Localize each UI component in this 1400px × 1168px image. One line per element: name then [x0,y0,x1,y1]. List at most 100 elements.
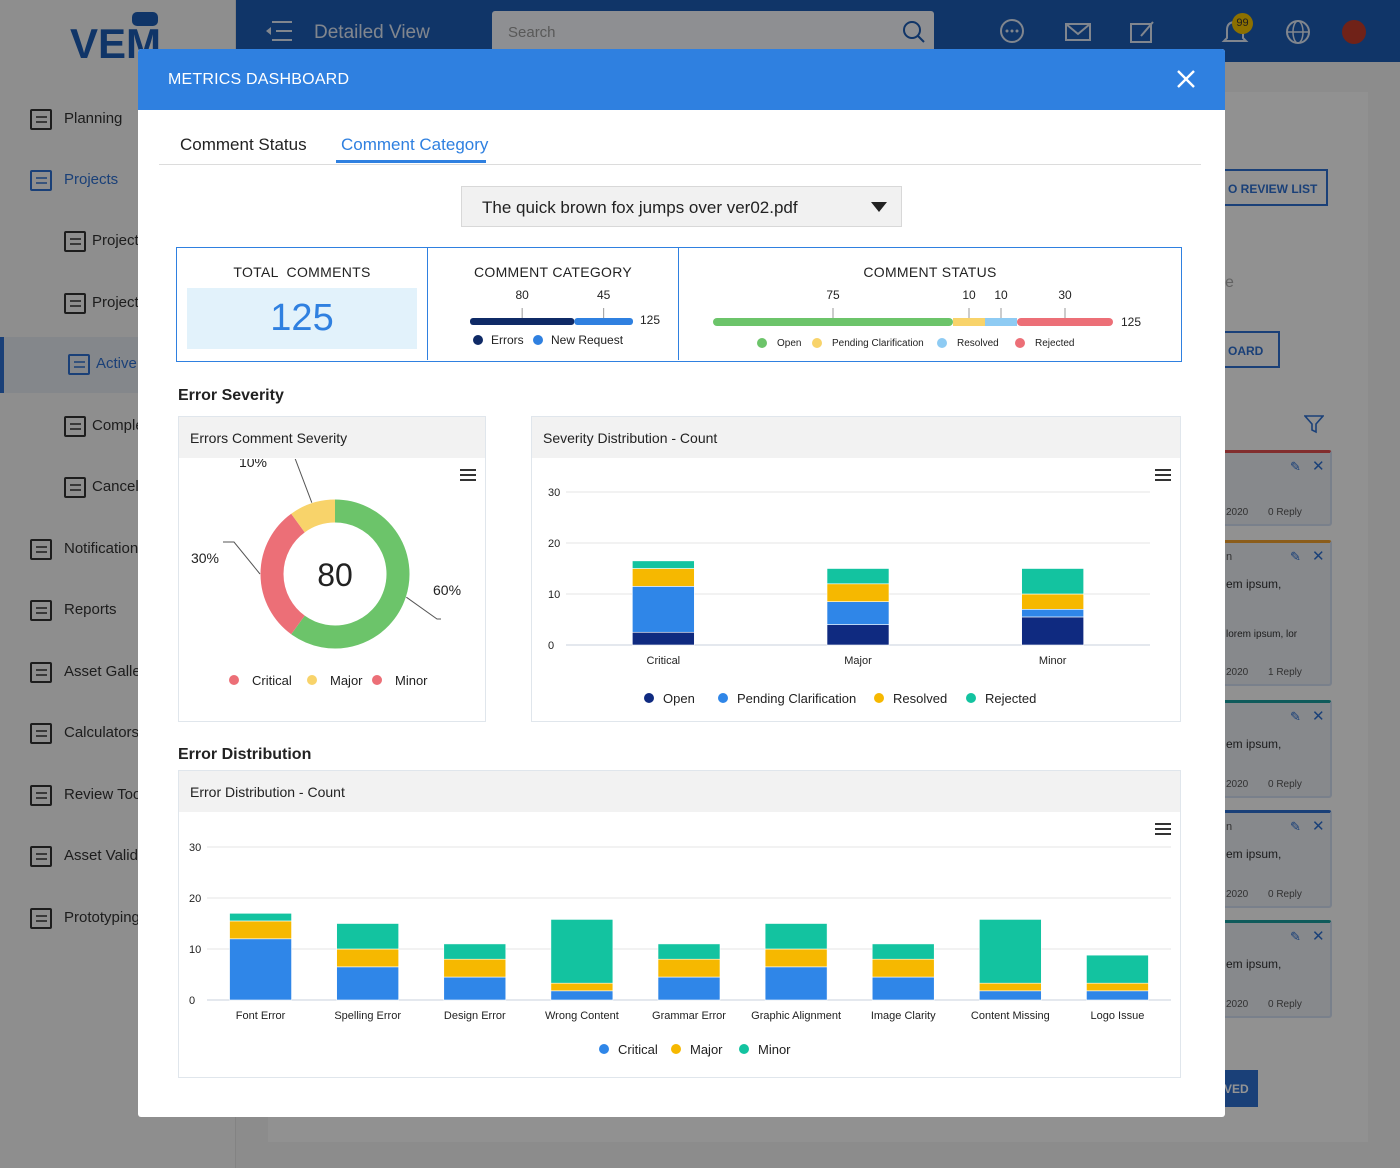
close-icon[interactable] [1174,67,1198,91]
chart-menu-icon[interactable] [1155,823,1171,835]
bar-content-missing-major [979,982,1042,992]
filter-icon[interactable] [1304,414,1324,434]
globe-icon[interactable] [1284,18,1312,46]
card-date: 2020 [1226,999,1249,1010]
comment-card[interactable]: ✎ ✕ em ipsum, 2020 0 Reply [1222,920,1332,1018]
avatar[interactable] [1342,20,1366,44]
card-date: 2020 [1226,507,1249,518]
search-placeholder: Search [508,24,556,41]
card-text: em ipsum, [1226,847,1282,861]
legend-label-open: Open [777,338,801,349]
close-icon[interactable]: ✕ [1312,818,1325,835]
sidebar-item-prototyping[interactable]: Prototyping [0,891,236,947]
y-tick-label: 10 [189,944,201,956]
y-tick-label: 20 [548,538,560,550]
pie-chart-icon [30,600,52,621]
summary-panel: TOTAL COMMENTS 125 COMMENT CATEGORY 80 45… [176,247,1182,362]
donut-leader-line [223,541,261,575]
total-comments-value: 125 [187,288,417,349]
bar-design-error-major [443,958,507,978]
legend-dot-minor [372,675,382,685]
card-reply-count[interactable]: 0 Reply [1268,779,1302,790]
edit-note-icon[interactable] [1129,18,1157,46]
sidebar-item-label: Project [92,294,139,311]
bar-image-clarity-critical [871,976,935,1001]
sidebar-item-cancel[interactable]: Cancel [0,460,236,516]
tab-comment-category[interactable]: Comment Category [341,135,489,154]
sidebar-item-project[interactable]: Project [0,214,236,270]
edit-icon[interactable]: ✎ [1290,549,1301,564]
close-icon[interactable]: ✕ [1312,708,1325,725]
total-comments-title: TOTAL COMMENTS [233,264,371,280]
card-tag: n [1226,821,1233,833]
list-icon [30,170,52,191]
bar-font-error-minor [229,913,292,922]
card-reply-count[interactable]: 0 Reply [1268,999,1302,1010]
active-tab-indicator [336,160,486,163]
bar-grammar-error-minor [657,943,721,960]
bell-icon [30,539,52,560]
chart-menu-icon[interactable] [460,469,476,481]
file-select[interactable]: The quick brown fox jumps over ver02.pdf [461,186,902,227]
legend-dot-critical [229,675,239,685]
sidebar-item-review-too[interactable]: Review Too [0,768,236,824]
close-icon[interactable]: ✕ [1312,548,1325,565]
bar-spelling-error-major [336,948,399,968]
bar-critical-rejected [632,560,695,569]
status-segment-pending-clarification [953,318,985,326]
legend-dot-pending-clarification [718,693,728,703]
sidebar-item-planning[interactable]: Planning [0,92,236,148]
legend-label-resolved: Resolved [957,338,999,349]
card-date: 2020 [1226,889,1249,900]
total-comments-box: TOTAL COMMENTS 125 [177,248,427,360]
comment-card[interactable]: ✎ ✕ 2020 0 Reply [1222,450,1332,526]
edit-icon[interactable]: ✎ [1290,459,1301,474]
sidebar-item-calculators[interactable]: Calculators [0,706,236,762]
chat-icon[interactable] [998,18,1026,46]
calendar-icon [30,109,52,130]
modal-header: METRICS DASHBOARD [138,49,1225,110]
sidebar-item-asset-valid[interactable]: Asset Valid [0,829,236,885]
close-icon[interactable]: ✕ [1312,928,1325,945]
status-segment-resolved [985,318,1017,326]
x-tick-label: Grammar Error [652,1010,726,1022]
comment-card[interactable]: ✎ ✕ n em ipsum, lorem ipsum, lor 2020 1 Reply [1222,540,1332,686]
comment-card[interactable]: ✎ ✕ n em ipsum, 2020 0 Reply [1222,810,1332,908]
severity-distribution-title: Severity Distribution - Count [532,417,1180,458]
tab-comment-status[interactable]: Comment Status [180,135,307,154]
calculator-icon [30,723,52,744]
search-icon[interactable] [902,20,926,44]
metrics-dashboard-modal: METRICS DASHBOARD Comment Status Comment… [138,49,1225,1117]
file-select-value: The quick brown fox jumps over ver02.pdf [482,198,798,217]
legend-label-critical: Critical [618,1042,658,1057]
chevron-down-icon[interactable] [871,202,887,212]
edit-icon[interactable]: ✎ [1290,709,1301,724]
bar-major-open [826,624,890,646]
edit-icon[interactable]: ✎ [1290,929,1301,944]
chart-menu-icon[interactable] [1155,469,1171,481]
card-reply-count[interactable]: 1 Reply [1268,667,1302,678]
category-segment-errors [470,318,575,325]
card-text: em ipsum, [1226,577,1282,591]
sidebar-item-reports[interactable]: Reports [0,583,236,639]
bar-critical-pending-clarification [632,586,695,633]
status-value-label: 75 [826,288,840,302]
edit-icon[interactable]: ✎ [1290,819,1301,834]
bar-grammar-error-critical [657,976,721,1001]
donut-label-major: 10% [239,459,267,470]
sidebar-item-project[interactable]: Project [0,276,236,332]
sidebar-item-comple[interactable]: Comple [0,399,236,455]
bar-wrong-content-minor [550,919,614,984]
sidebar-item-asset-galle[interactable]: Asset Galle [0,645,236,701]
sidebar-item-projects[interactable]: Projects [0,153,236,209]
card-reply-count[interactable]: 0 Reply [1268,889,1302,900]
sidebar-item-notification[interactable]: Notification [0,522,236,578]
legend-dot-major [671,1044,681,1054]
bg-text-fragment: e [1225,274,1234,291]
close-icon[interactable]: ✕ [1312,458,1325,475]
menu-toggle-icon[interactable] [266,20,292,42]
search-input[interactable]: Search [492,11,934,53]
card-reply-count[interactable]: 0 Reply [1268,507,1302,518]
mail-icon[interactable] [1064,18,1092,46]
card-subtext: lorem ipsum, lor [1226,629,1298,640]
